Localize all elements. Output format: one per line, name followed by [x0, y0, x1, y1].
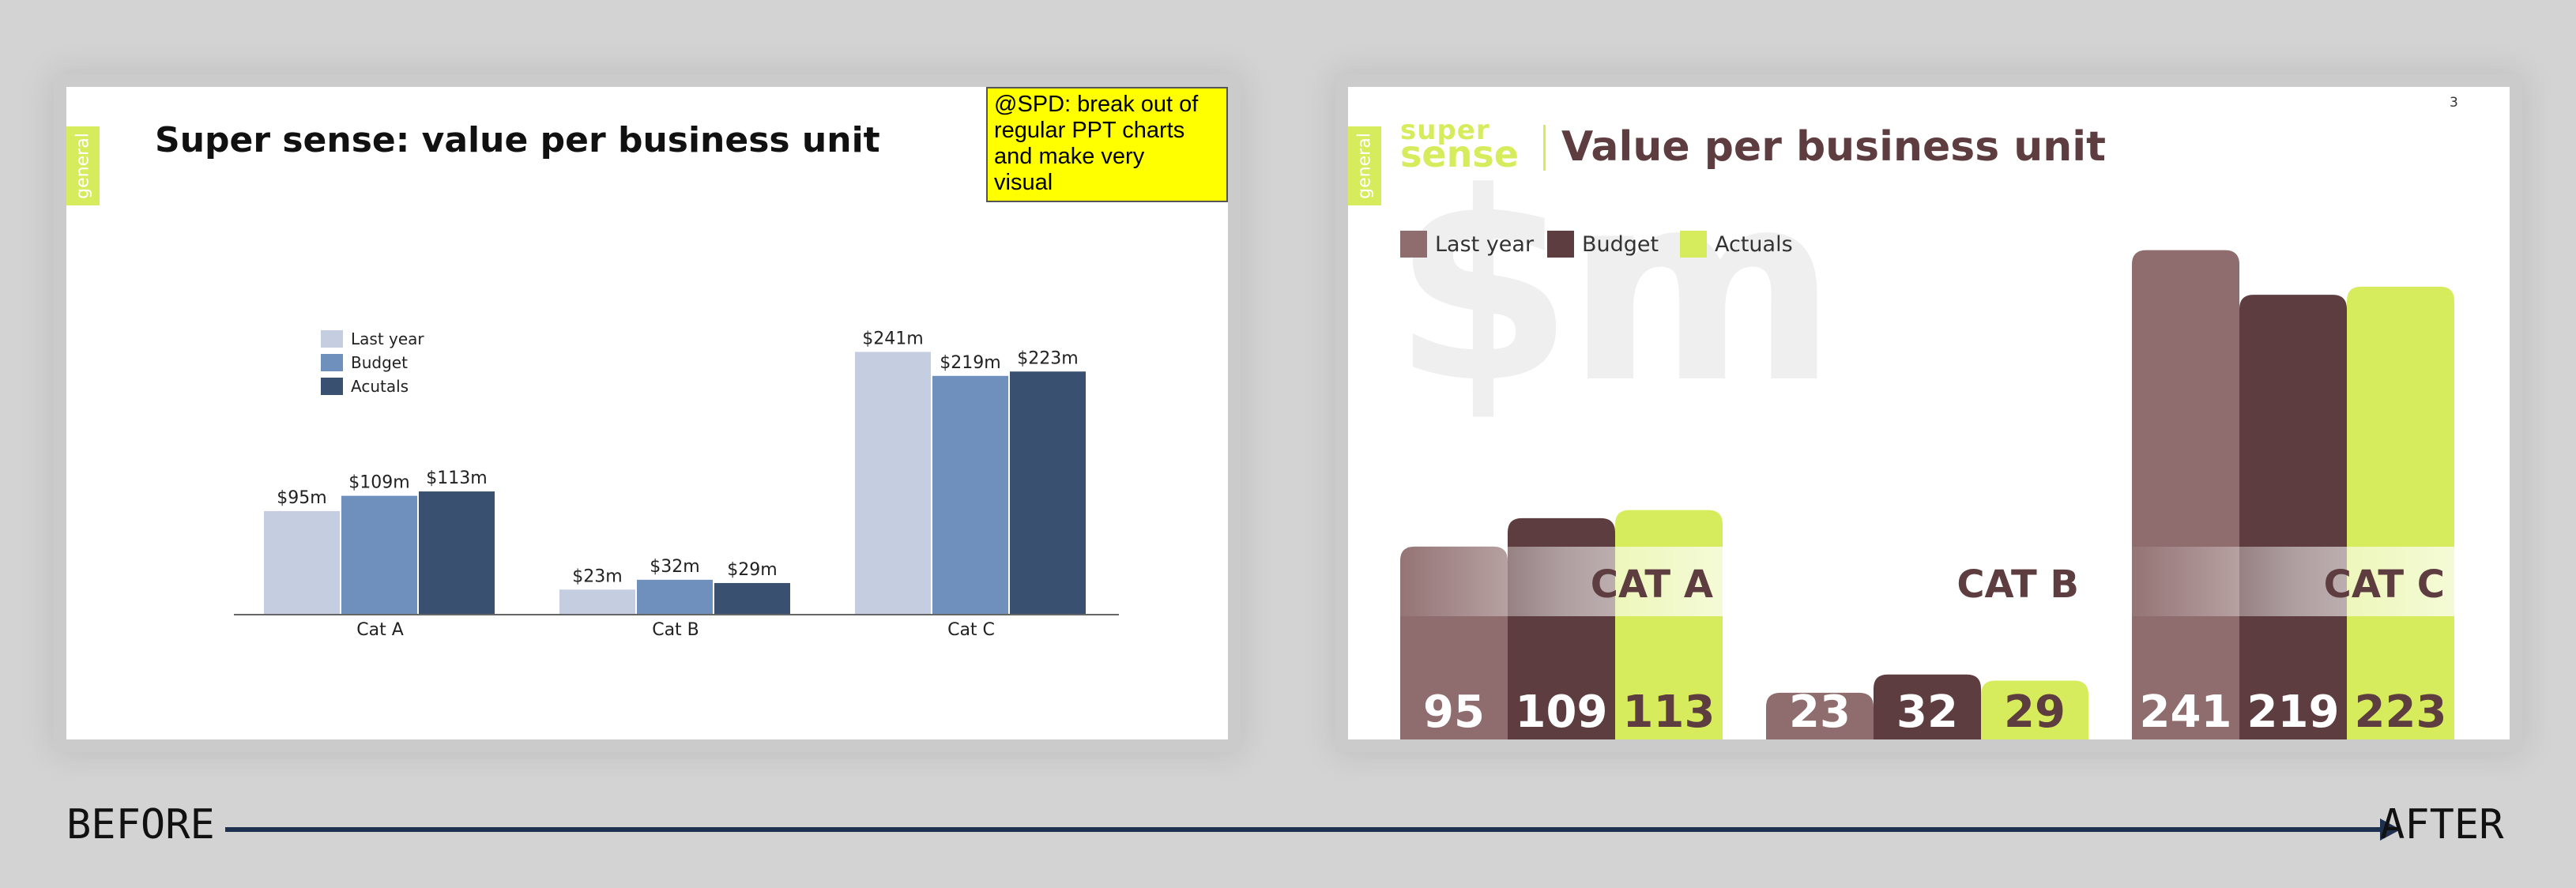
section-tab: general	[1348, 126, 1381, 205]
value-label: 29	[2004, 687, 2066, 738]
category-band	[1400, 547, 1723, 616]
legend-item: Last year	[1400, 231, 1534, 258]
bar	[341, 495, 417, 615]
page-number: 3	[2450, 95, 2458, 111]
sticky-note: @SPD: break out of regular PPT charts an…	[986, 87, 1228, 202]
category-label: CAT A	[1591, 563, 1713, 607]
bar	[932, 375, 1008, 615]
before-slide: general Super sense: value per business …	[66, 87, 1228, 739]
sticky-note-line: @SPD: break out of	[994, 92, 1199, 117]
legend-label: Budget	[1582, 231, 1659, 257]
legend-item: Actuals	[1680, 231, 1793, 258]
legend-label: Acutals	[351, 377, 409, 396]
before-caption: BEFORE	[66, 801, 215, 848]
data-label: $241m	[862, 329, 923, 348]
bar	[2239, 295, 2347, 739]
value-label: 32	[1896, 687, 1958, 738]
bar	[264, 510, 340, 615]
legend-swatch	[321, 330, 343, 348]
bar	[559, 589, 635, 615]
value-label: 23	[1789, 687, 1851, 738]
sticky-note-line: regular PPT charts	[994, 118, 1185, 143]
data-label: $113m	[426, 468, 487, 488]
value-label: 113	[1623, 687, 1715, 738]
after-bar-chart: 95 109 113 CAT A 23 32 29 CAT B 241 219 223 CAT C	[1400, 250, 2454, 739]
value-label: 219	[2247, 687, 2340, 738]
bar	[1010, 371, 1086, 615]
data-label: $32m	[650, 557, 699, 577]
arrow-head-icon	[2380, 818, 2401, 841]
value-label: 95	[1423, 687, 1485, 738]
legend-label: Last year	[1435, 231, 1535, 257]
bar	[855, 352, 931, 615]
bar	[2132, 250, 2239, 739]
bar	[1981, 680, 2088, 739]
data-label: $95m	[277, 488, 326, 508]
sticky-note-line: and make very	[994, 144, 1145, 169]
data-label: $109m	[348, 473, 409, 493]
category-band	[1766, 547, 2088, 616]
after-slide: $m general super sense Value per busines…	[1348, 87, 2510, 739]
legend-swatch	[1680, 231, 1707, 258]
bar	[1874, 674, 1981, 739]
bar	[419, 491, 495, 615]
legend-label: Last year	[351, 329, 424, 348]
title-divider	[1543, 125, 1546, 171]
x-tick-label: Cat C	[947, 620, 995, 640]
data-label: $29m	[727, 560, 777, 580]
category-label: CAT B	[1956, 563, 2079, 607]
bar	[714, 582, 790, 615]
before-bar-chart: Last year Budget Acutals $95m $109m $113m Cat …	[234, 329, 1119, 640]
bar	[1766, 692, 1874, 739]
before-after-arrow	[225, 827, 2382, 832]
slide-title: Super sense: value per business unit	[155, 120, 880, 160]
bar	[2347, 286, 2454, 739]
value-label: 241	[2140, 687, 2232, 738]
category-label: CAT C	[2324, 563, 2445, 607]
legend-label: Actuals	[1715, 231, 1793, 257]
category-band	[2132, 547, 2454, 616]
legend-swatch	[1547, 231, 1574, 258]
section-tab: general	[66, 126, 100, 205]
bar	[637, 579, 713, 615]
x-tick-label: Cat B	[652, 620, 699, 640]
legend-swatch	[321, 354, 343, 371]
value-label: 109	[1516, 687, 1608, 738]
data-label: $219m	[940, 353, 1000, 373]
data-label: $23m	[572, 566, 622, 586]
legend-swatch	[321, 378, 343, 395]
value-label: 223	[2355, 687, 2447, 738]
legend-label: Budget	[351, 353, 408, 372]
data-label: $223m	[1017, 348, 1078, 368]
brand-word: super	[1400, 115, 1490, 146]
legend-swatch	[1400, 231, 1427, 258]
x-tick-label: Cat A	[356, 620, 404, 640]
after-caption: AFTER	[2380, 801, 2504, 848]
unit-watermark: $m	[1392, 137, 1837, 440]
legend-item: Budget	[1547, 231, 1659, 258]
slide-title: Value per business unit	[1561, 123, 2106, 171]
sticky-note-line: visual	[994, 170, 1053, 195]
